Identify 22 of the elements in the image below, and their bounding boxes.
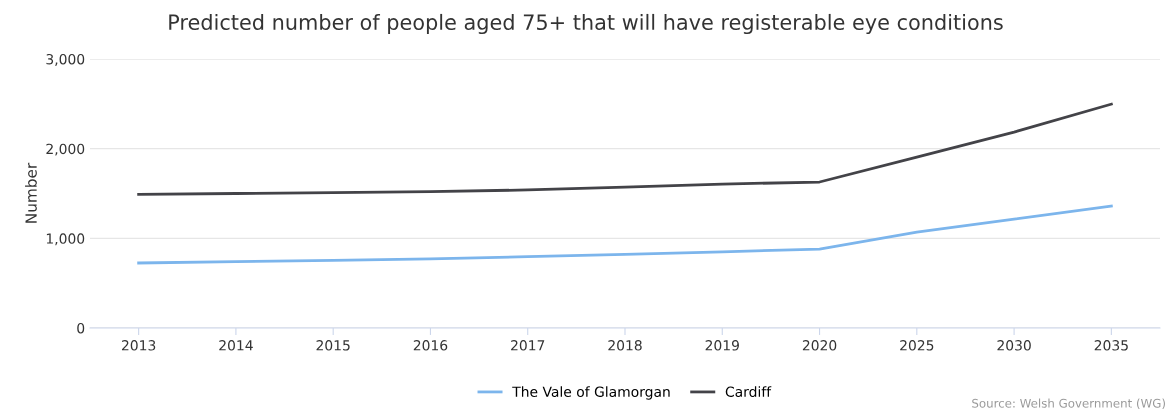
- x-tick-label: 2018: [608, 340, 642, 351]
- x-tick-label: 2030: [997, 340, 1031, 351]
- line-series: [137, 204, 1113, 265]
- x-tick-label: 2016: [413, 340, 448, 351]
- chart-title: Predicted number of people aged 75+ that will have registerable eye conditions: [169, 13, 1003, 35]
- line-series: [137, 102, 1113, 196]
- legend-label: Cardiff: [725, 386, 772, 397]
- x-tick-label: 2013: [121, 340, 156, 351]
- x-tick-label: 2035: [1094, 340, 1128, 351]
- y-tick-label: 1,000: [46, 233, 85, 246]
- source-note: Source: Welsh Government (WG): [972, 398, 1165, 410]
- x-tick-label: 2020: [802, 340, 837, 351]
- x-tick-label: 2014: [219, 340, 253, 351]
- y-tick-label: 3,000: [46, 53, 85, 66]
- y-axis-title: Number: [25, 162, 37, 223]
- y-tick-label: 2,000: [46, 143, 85, 156]
- x-tick-label: 2015: [316, 340, 350, 351]
- x-tick-label: 2019: [705, 340, 739, 351]
- legend-label: The Vale of Glamorgan: [512, 386, 670, 400]
- x-tick-label: 2017: [511, 340, 545, 351]
- x-tick-label: 2025: [900, 340, 934, 351]
- y-tick-label: 0: [77, 322, 85, 334]
